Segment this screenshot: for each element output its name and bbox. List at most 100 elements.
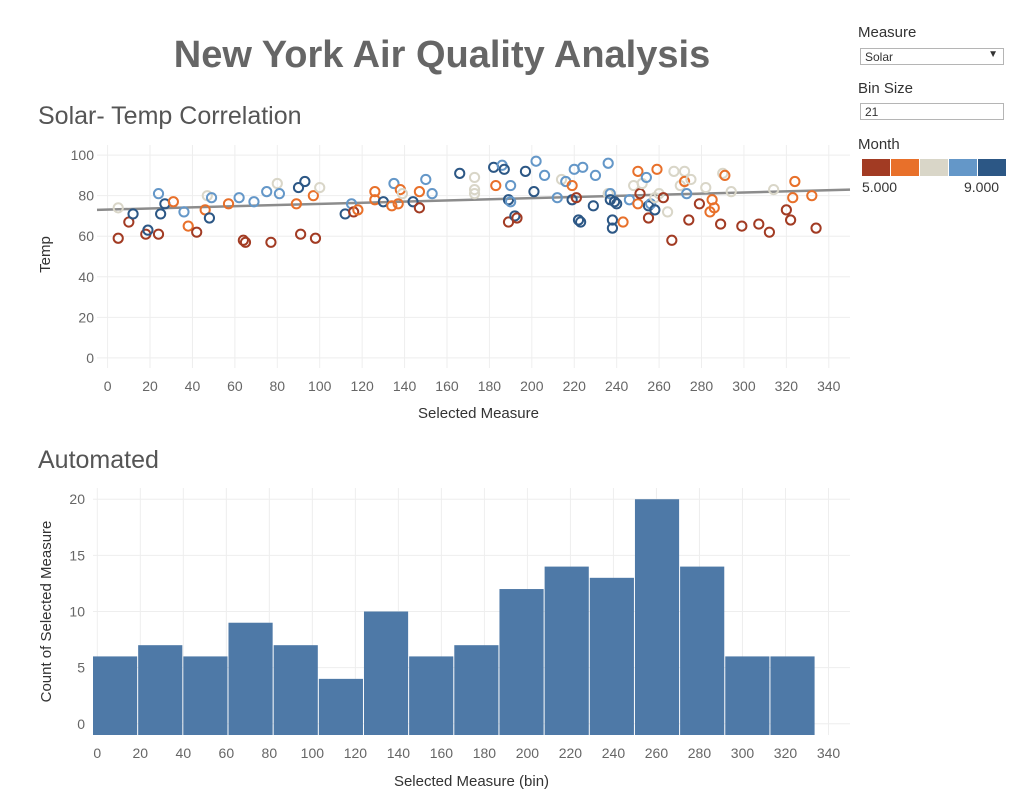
hist-x-axis-title: Selected Measure (bin) — [394, 773, 549, 790]
scatter-point — [715, 218, 727, 230]
scatter-point — [736, 220, 748, 232]
hist-x-tick-label: 320 — [774, 745, 798, 761]
scatter-point — [386, 200, 398, 212]
hist-x-tick-label: 120 — [344, 745, 368, 761]
hist-x-tick-label: 300 — [731, 745, 755, 761]
scatter-point — [806, 190, 818, 202]
hist-x-tick-label: 280 — [688, 745, 712, 761]
scatter-point — [570, 192, 582, 204]
scatter-point — [205, 192, 218, 204]
hist-y-tick-label: 10 — [69, 604, 85, 620]
scatter-point — [127, 208, 139, 220]
scatter-point — [191, 226, 203, 238]
histogram-bar — [273, 645, 318, 735]
scatter-point — [396, 188, 409, 200]
measure-dropdown[interactable]: Solar ▼ — [860, 48, 1004, 65]
scatter-point — [649, 204, 661, 216]
scatter-y-axis-title: Temp — [37, 236, 54, 273]
scatter-point — [623, 194, 636, 206]
month-legend-label: Month — [858, 136, 900, 153]
scatter-point — [309, 232, 322, 244]
histogram-bar — [634, 499, 680, 735]
scatter-point — [468, 171, 481, 184]
month-legend-swatch — [891, 159, 919, 176]
hist-x-tick-label: 220 — [559, 745, 583, 761]
scatter-point — [167, 196, 179, 208]
month-color-legend — [862, 159, 1006, 176]
scatter-point — [505, 196, 517, 208]
scatter-point — [632, 165, 644, 177]
scatter-point — [505, 179, 517, 192]
scatter-point — [785, 214, 797, 226]
scatter-x-tick-label: 200 — [520, 378, 544, 394]
scatter-point — [642, 212, 655, 224]
scatter-y-tick-label: 20 — [78, 309, 94, 325]
scatter-point — [369, 186, 381, 198]
scatter-point — [261, 186, 273, 198]
dashboard-title: New York Air Quality Analysis — [173, 34, 711, 76]
scatter-point — [589, 169, 602, 182]
chevron-down-icon: ▼ — [988, 49, 998, 60]
bin-size-input[interactable]: 21 — [860, 103, 1004, 120]
scatter-point — [519, 165, 532, 177]
histogram-bar — [680, 566, 725, 735]
scatter-point — [632, 198, 644, 210]
histogram-bar — [409, 656, 454, 735]
scatter-point — [511, 212, 523, 224]
hist-y-tick-label: 20 — [69, 491, 85, 507]
scatter-point — [551, 192, 563, 204]
hist-x-tick-label: 200 — [516, 745, 540, 761]
scatter-point — [725, 186, 737, 198]
histogram-bar — [544, 566, 589, 735]
scatter-point — [693, 198, 706, 210]
scatter-point — [290, 198, 302, 210]
scatter-point — [566, 179, 578, 192]
scatter-point — [222, 198, 235, 210]
scatter-point — [203, 212, 216, 224]
scatter-point — [490, 179, 502, 192]
scatter-point — [787, 192, 799, 204]
scatter-point — [575, 216, 587, 228]
scatter-point — [265, 236, 277, 248]
scatter-point — [498, 163, 510, 175]
scatter-point — [530, 155, 542, 167]
scatter-point — [666, 234, 678, 246]
scatter-y-tick-label: 0 — [86, 350, 94, 366]
scatter-y-tick-label: 80 — [78, 188, 94, 204]
scatter-point — [307, 190, 319, 202]
hist-x-tick-label: 240 — [602, 745, 626, 761]
histogram-bar — [363, 611, 409, 735]
scatter-point — [273, 188, 286, 200]
scatter-point — [685, 173, 697, 186]
scatter-point — [538, 169, 551, 182]
scatter-point — [768, 184, 780, 196]
histogram-bar — [589, 577, 634, 735]
scatter-point — [634, 188, 646, 200]
scatter-x-tick-label: 20 — [142, 378, 158, 394]
scatter-point — [606, 222, 619, 234]
scatter-x-tick-label: 340 — [817, 378, 841, 394]
hist-x-tick-label: 340 — [817, 745, 841, 761]
scatter-x-tick-label: 60 — [227, 378, 243, 394]
scatter-point — [763, 226, 775, 238]
scatter-x-tick-label: 100 — [308, 378, 332, 394]
hist-x-tick-label: 160 — [430, 745, 454, 761]
scatter-point — [587, 200, 599, 212]
hist-x-tick-label: 100 — [301, 745, 325, 761]
scatter-point — [314, 181, 326, 194]
scatter-x-tick-label: 160 — [435, 378, 459, 394]
histogram-bar — [499, 589, 544, 735]
scatter-point — [528, 186, 540, 198]
hist-x-tick-label: 80 — [262, 745, 278, 761]
scatter-point — [271, 177, 283, 190]
histogram-bar — [93, 656, 138, 735]
scatter-point — [810, 222, 822, 234]
scatter-point — [292, 181, 305, 194]
scatter-point — [780, 204, 792, 216]
hist-y-tick-label: 15 — [69, 547, 85, 563]
scatter-x-tick-label: 320 — [775, 378, 799, 394]
scatter-x-tick-label: 140 — [393, 378, 417, 394]
histogram-bar — [183, 656, 228, 735]
scatter-y-tick-label: 60 — [78, 228, 94, 244]
